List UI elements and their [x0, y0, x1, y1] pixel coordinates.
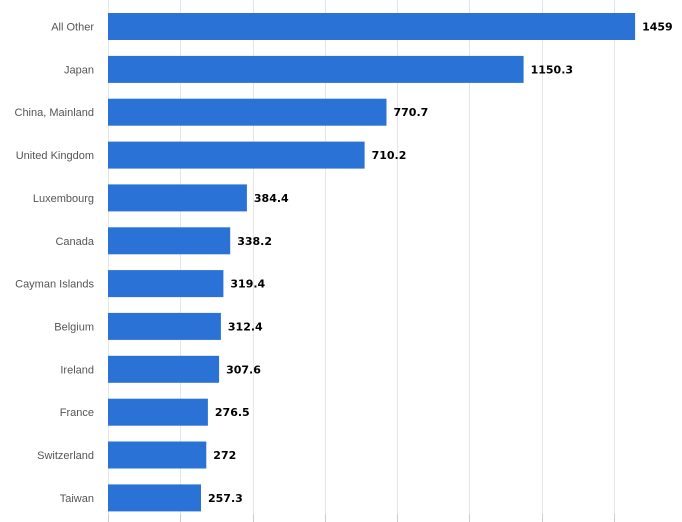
value-label: 338.2: [237, 235, 272, 248]
value-label: 710.2: [372, 149, 407, 162]
bar[interactable]: [108, 227, 231, 255]
bar[interactable]: [108, 355, 220, 383]
bar[interactable]: [108, 398, 208, 426]
value-label: 1459: [642, 21, 673, 34]
bar[interactable]: [108, 55, 524, 83]
category-label: Cayman Islands: [15, 279, 94, 291]
value-label: 276.5: [215, 406, 250, 419]
category-label: France: [60, 407, 94, 419]
bars: [108, 13, 636, 512]
bar[interactable]: [108, 312, 221, 340]
category-label: All Other: [51, 22, 94, 34]
category-label: United Kingdom: [16, 150, 94, 162]
value-label: 1150.3: [531, 63, 573, 76]
value-label: 257.3: [208, 492, 243, 505]
value-label: 307.6: [226, 363, 261, 376]
category-label: Canada: [55, 236, 94, 248]
gridlines: [108, 0, 615, 522]
category-label: Luxembourg: [33, 193, 94, 205]
value-label: 272: [213, 449, 236, 462]
value-label: 384.4: [254, 192, 289, 205]
bar[interactable]: [108, 141, 365, 169]
category-label: Ireland: [60, 364, 94, 376]
x-axis-ticks: [108, 514, 615, 522]
value-label: 319.4: [230, 278, 265, 291]
value-labels: 1459 1150.3 770.7 710.2 384.4 338.2 319.4 312.4…: [208, 21, 673, 505]
bar[interactable]: [108, 13, 636, 40]
bar[interactable]: [108, 98, 387, 126]
category-label: Switzerland: [37, 450, 94, 462]
category-label: Belgium: [54, 321, 94, 333]
bar[interactable]: [108, 441, 207, 469]
value-label: 770.7: [394, 106, 429, 119]
category-label: Taiwan: [60, 493, 94, 505]
bar[interactable]: [108, 484, 201, 512]
bar[interactable]: [108, 184, 247, 212]
category-labels: All Other Japan China, Mainland United King…: [15, 22, 95, 505]
value-label: 312.4: [228, 320, 263, 333]
category-label: China, Mainland: [15, 107, 95, 119]
bar[interactable]: [108, 270, 224, 298]
category-label: Japan: [64, 64, 94, 76]
